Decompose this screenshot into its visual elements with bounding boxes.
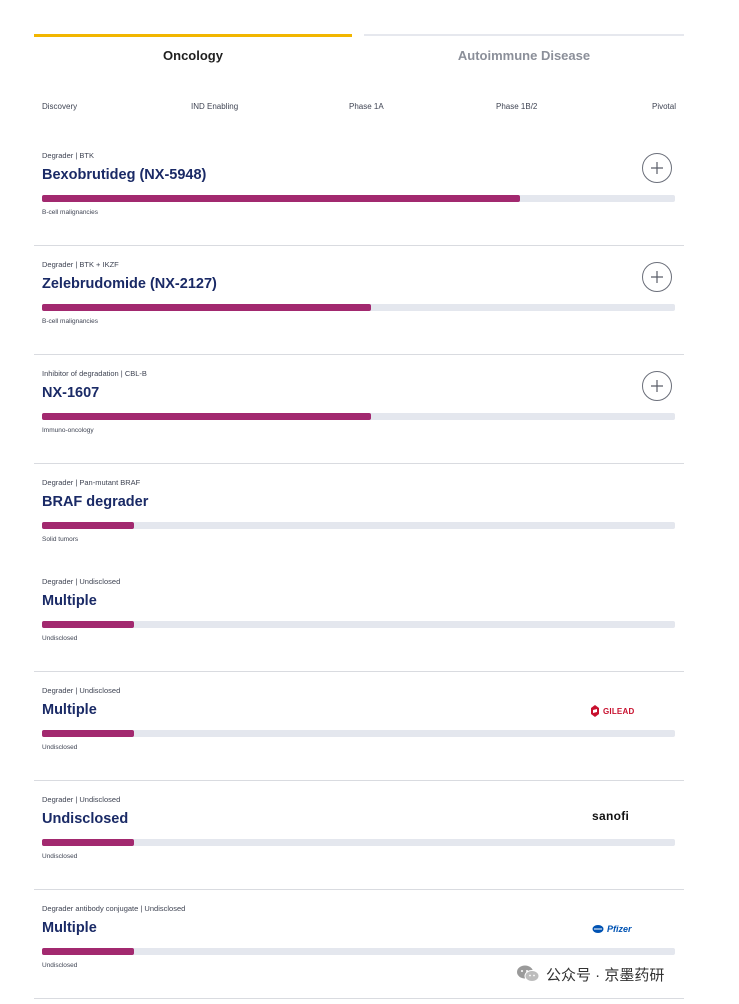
watermark: 公众号 · 京墨药研 [516, 962, 664, 986]
program-name: Undisclosed [42, 811, 129, 827]
program-list: Degrader | BTK Bexobrutideg (NX-5948) B-… [34, 137, 684, 999]
progress-fill [42, 839, 134, 846]
partner-logo-pfizer: Pfizer [592, 920, 662, 938]
program-indication: Solid tumors [42, 536, 79, 543]
tab-oncology-label: Oncology [163, 48, 223, 63]
program-name: Zelebrudomide (NX-2127) [42, 276, 217, 292]
program-row: Degrader antibody conjugate | Undisclose… [34, 890, 684, 999]
expand-button[interactable] [642, 371, 672, 401]
progress-track [42, 621, 675, 628]
program-category: Degrader | BTK + IKZF [42, 260, 119, 269]
progress-fill [42, 621, 134, 628]
progress-track [42, 522, 675, 529]
expand-button[interactable] [642, 262, 672, 292]
program-name: Multiple [42, 593, 97, 609]
program-indication: Undisclosed [42, 853, 78, 860]
program-category: Degrader | Pan-mutant BRAF [42, 478, 141, 487]
program-indication: Undisclosed [42, 635, 78, 642]
progress-track [42, 195, 675, 202]
sanofi-logo-icon: sanofi [592, 809, 630, 823]
tab-oncology[interactable]: Oncology [34, 34, 352, 78]
plus-circle-icon [651, 162, 663, 174]
program-row: Degrader | Undisclosed Undisclosed Undis… [34, 781, 684, 890]
progress-track [42, 730, 675, 737]
program-indication: Undisclosed [42, 744, 78, 751]
progress-track [42, 948, 675, 955]
phase-pivotal: Pivotal [651, 102, 676, 111]
progress-fill [42, 730, 134, 737]
progress-fill [42, 413, 372, 420]
wechat-icon [517, 965, 540, 982]
program-name: BRAF degrader [42, 494, 149, 510]
progress-track [42, 413, 675, 420]
watermark-text: 公众号 · 京墨药研 [546, 966, 665, 984]
plus-circle-icon [651, 380, 663, 392]
program-name: NX-1607 [42, 385, 100, 401]
program-category: Degrader | Undisclosed [42, 795, 121, 804]
program-indication: Undisclosed [42, 962, 78, 969]
partner-logo-sanofi: sanofi [592, 807, 662, 825]
partner-name: GILEAD [603, 706, 635, 716]
progress-track [42, 839, 675, 846]
program-category: Inhibitor of degradation | CBL-B [42, 369, 147, 378]
program-category: Degrader antibody conjugate | Undisclose… [42, 904, 186, 913]
progress-fill [42, 195, 520, 202]
program-name: Multiple [42, 920, 97, 936]
plus-circle-icon [651, 271, 663, 283]
pfizer-logo-icon [592, 925, 604, 933]
program-indication: B-cell malignancies [42, 318, 98, 325]
program-row: Degrader | Undisclosed Multiple Undisclo… [34, 563, 684, 672]
program-row: Degrader | Undisclosed Multiple Undisclo… [34, 672, 684, 781]
program-row: Degrader | Pan-mutant BRAF BRAF degrader… [34, 464, 684, 563]
phase-ind-enabling: IND Enabling [191, 102, 239, 111]
progress-track [42, 304, 675, 311]
progress-fill [42, 304, 372, 311]
progress-fill [42, 948, 134, 955]
partner-logo-gilead: GILEAD [590, 702, 660, 720]
program-row: Inhibitor of degradation | CBL-B NX-1607… [34, 355, 684, 464]
program-category: Degrader | BTK [42, 151, 94, 160]
tab-autoimmune-label: Autoimmune Disease [457, 47, 591, 63]
phase-header: Discovery IND Enabling Phase 1A Phase 1B… [42, 102, 676, 116]
program-row: Degrader | BTK + IKZF Zelebrudomide (NX-… [34, 246, 684, 355]
phase-discovery: Discovery [42, 102, 78, 111]
program-indication: Immuno-oncology [42, 427, 94, 434]
program-category: Degrader | Undisclosed [42, 686, 121, 695]
phase-1a: Phase 1A [349, 102, 384, 111]
phase-1b-2: Phase 1B/2 [496, 102, 538, 111]
tab-autoimmune-disease[interactable]: Autoimmune Disease [364, 34, 684, 78]
program-category: Degrader | Undisclosed [42, 577, 121, 586]
pipeline-tabs: Oncology Autoimmune Disease [34, 34, 684, 78]
program-name: Bexobrutideg (NX-5948) [42, 167, 207, 183]
expand-button[interactable] [642, 153, 672, 183]
partner-name: Pfizer [607, 924, 632, 934]
program-indication: B-cell malignancies [42, 209, 98, 216]
progress-fill [42, 522, 134, 529]
gilead-logo-icon [591, 705, 599, 717]
program-row: Degrader | BTK Bexobrutideg (NX-5948) B-… [34, 137, 684, 246]
program-name: Multiple [42, 702, 97, 718]
